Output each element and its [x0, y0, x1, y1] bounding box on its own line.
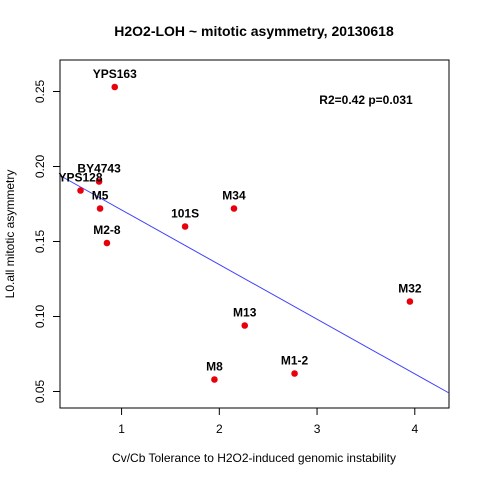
data-point: [241, 322, 249, 329]
data-point: [96, 205, 104, 212]
data-point: [211, 376, 218, 383]
y-tick-label: 0.05: [33, 379, 47, 403]
x-tick-label: 2: [216, 422, 223, 436]
point-label: YPS128: [59, 171, 103, 185]
point-label: BY4743: [77, 162, 121, 176]
x-tick-label: 4: [411, 422, 418, 436]
data-point: [181, 223, 189, 230]
data-point: [95, 178, 103, 185]
data-point: [291, 370, 298, 377]
point-label: M5: [92, 189, 109, 203]
regression-line-group: [59, 175, 450, 394]
data-point: [77, 187, 84, 194]
regression-line: [59, 175, 450, 394]
x-axis: 1 2 3 4: [118, 407, 418, 436]
point-label: M1-2: [281, 354, 309, 368]
r2-annotation: R2=0.42 p=0.031: [319, 93, 413, 107]
chart-title: H2O2-LOH ~ mitotic asymmetry, 20130618: [114, 23, 394, 39]
data-points: [77, 83, 414, 383]
point-label: M13: [233, 306, 257, 320]
point-label: M8: [206, 360, 223, 374]
x-tick-label: 1: [118, 422, 125, 436]
y-tick-label: 0.15: [33, 229, 47, 253]
data-point: [230, 205, 238, 212]
data-point: [111, 83, 119, 91]
point-label: YPS163: [93, 67, 137, 81]
point-label: M32: [398, 282, 422, 296]
x-axis-label: Cv/Cb Tolerance to H2O2-induced genomic …: [112, 451, 396, 465]
y-tick-label: 0.25: [33, 79, 47, 103]
x-tick-label: 3: [314, 422, 321, 436]
point-label: 101S: [171, 207, 199, 221]
data-point: [103, 239, 111, 247]
y-tick-label: 0.20: [33, 154, 47, 178]
point-label: M2-8: [93, 223, 121, 237]
data-point: [406, 298, 414, 305]
y-axis: 0.05 0.10 0.15 0.20 0.25: [33, 79, 61, 403]
y-axis-label: L0.all mitotic asymmetry: [3, 170, 17, 299]
point-label: M34: [222, 189, 246, 203]
y-tick-label: 0.10: [33, 304, 47, 328]
